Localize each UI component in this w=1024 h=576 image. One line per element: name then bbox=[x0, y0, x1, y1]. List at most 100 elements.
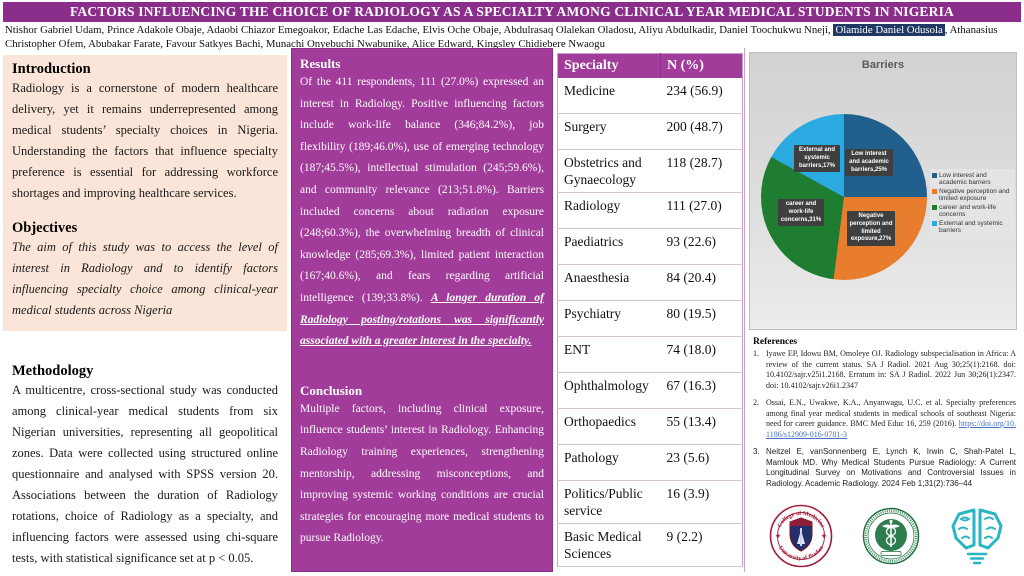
col-header-n-pct: N (%) bbox=[660, 53, 743, 78]
objectives-body: The aim of this study was to access the … bbox=[12, 240, 278, 317]
table-row: Psychiatry 80 (19.5) bbox=[557, 300, 743, 337]
author-list: Ntishor Gabriel Udam, Prince Adakole Oba… bbox=[5, 24, 1019, 51]
reference-text: Iyawe EP, Idowu BM, Omoleye OJ. Radiolog… bbox=[766, 349, 1016, 390]
table-row: Orthopaedics 55 (13.4) bbox=[557, 408, 743, 445]
legend-swatch bbox=[932, 204, 937, 210]
right-column: Barriers Low interest and academic barri… bbox=[744, 48, 1024, 572]
teaching-hospital-seal-icon bbox=[862, 507, 920, 565]
table-row: Basic Medical Sciences 9 (2.2) bbox=[557, 523, 743, 567]
value-cell: 118 (28.7) bbox=[660, 149, 743, 193]
reference-number: 1. bbox=[753, 349, 759, 358]
methodology-body: A multicentre, cross-sectional study was… bbox=[12, 383, 278, 565]
col-header-specialty: Specialty bbox=[557, 53, 661, 78]
value-cell: 23 (5.6) bbox=[660, 444, 743, 481]
pie-data-label: Negative perception and limited exposure… bbox=[847, 211, 895, 247]
barriers-chart: Barriers Low interest and academic barri… bbox=[749, 52, 1017, 330]
table-row: Obstetrics and Gynaecology 118 (28.7) bbox=[557, 149, 743, 193]
doi-link[interactable]: https://doi.org/10.1186/s12909-016-0781-… bbox=[766, 419, 1016, 439]
specialty-cell: Obstetrics and Gynaecology bbox=[557, 149, 661, 193]
table-row: Anaesthesia 84 (20.4) bbox=[557, 264, 743, 301]
svg-text:✚: ✚ bbox=[776, 533, 781, 540]
objectives-heading: Objectives bbox=[12, 220, 78, 236]
value-cell: 67 (16.3) bbox=[660, 372, 743, 409]
specialty-cell: Medicine bbox=[557, 77, 661, 114]
pie-data-label: Low interest and academic barriers,25% bbox=[845, 149, 893, 177]
left-column: Introduction Radiology is a cornerstone … bbox=[3, 55, 287, 569]
college-of-medicine-ibadan-seal-icon: College of Medicine University of Ibadan… bbox=[769, 504, 833, 568]
specialty-cell: Pathology bbox=[557, 444, 661, 481]
highlighted-author: Olamide Daniel Odusola bbox=[833, 24, 945, 36]
chart-legend: Low interest and academic barriers Negat… bbox=[930, 169, 1015, 239]
value-cell: 84 (20.4) bbox=[660, 264, 743, 301]
svg-text:✚: ✚ bbox=[822, 533, 827, 540]
table-row: Paediatrics 93 (22.6) bbox=[557, 228, 743, 265]
poster-title: FACTORS INFLUENCING THE CHOICE OF RADIOL… bbox=[3, 2, 1021, 22]
specialty-cell: Ophthalmology bbox=[557, 372, 661, 409]
authors-before: Ntishor Gabriel Udam, Prince Adakole Oba… bbox=[5, 24, 834, 36]
barriers-pie bbox=[761, 114, 927, 280]
legend-label: Negative perception and limited exposure bbox=[939, 187, 1010, 203]
methodology-heading: Methodology bbox=[12, 363, 94, 379]
reference-text: Ossai, E.N., Uwakwe, K.A., Anyanwagu, U.… bbox=[766, 398, 1016, 440]
value-cell: 200 (48.7) bbox=[660, 113, 743, 150]
authors-after: , Athanasius Christopher Ofem, Abubakar … bbox=[5, 24, 998, 50]
value-cell: 234 (56.9) bbox=[660, 77, 743, 114]
reference-item: 3. Neitzel E, vanSonnenberg E, Lynch K, … bbox=[753, 447, 1016, 489]
value-cell: 16 (3.9) bbox=[660, 480, 743, 524]
value-cell: 93 (22.6) bbox=[660, 228, 743, 265]
reference-text: Neitzel E, vanSonnenberg E, Lynch K, Irw… bbox=[766, 447, 1016, 488]
results-panel: Results Of the 411 respondents, 111 (27.… bbox=[291, 48, 553, 572]
references: References 1. Iyawe EP, Idowu BM, Omoley… bbox=[753, 337, 1016, 489]
reference-number: 3. bbox=[753, 447, 760, 456]
legend-swatch bbox=[932, 173, 937, 178]
results-text: Of the 411 respondents, 111 (27.0%) expr… bbox=[300, 76, 544, 304]
reference-citation: Ossai, E.N., Uwakwe, K.A., Anyanwagu, U.… bbox=[766, 398, 1016, 428]
table-row: Ophthalmology 67 (16.3) bbox=[557, 372, 743, 409]
brain-circuit-logo-icon bbox=[951, 508, 1003, 565]
pie-data-label: career and work-life concerns,31% bbox=[778, 199, 824, 227]
introduction-box: Introduction Radiology is a cornerstone … bbox=[3, 55, 287, 331]
legend-swatch bbox=[932, 188, 937, 194]
results-key-finding: A longer duration of Radiology posting/r… bbox=[300, 291, 544, 348]
table-row: Pathology 23 (5.6) bbox=[557, 444, 743, 481]
specialty-table: Specialty N (%) Medicine 234 (56.9) Surg… bbox=[557, 53, 743, 567]
reference-item: 2. Ossai, E.N., Uwakwe, K.A., Anyanwagu,… bbox=[753, 398, 1016, 440]
results-body: Of the 411 respondents, 111 (27.0%) expr… bbox=[300, 72, 544, 353]
legend-swatch bbox=[932, 220, 937, 226]
value-cell: 9 (2.2) bbox=[660, 523, 743, 567]
specialty-cell: ENT bbox=[557, 336, 661, 373]
specialty-cell: Psychiatry bbox=[557, 300, 661, 337]
table-row: ENT 74 (18.0) bbox=[557, 336, 743, 373]
legend-label: career and work-life concerns bbox=[939, 203, 997, 219]
table-row: Medicine 234 (56.9) bbox=[557, 77, 743, 114]
table-header-row: Specialty N (%) bbox=[557, 53, 743, 78]
legend-item: Negative perception and limited exposure bbox=[932, 188, 1013, 203]
reference-number: 2. bbox=[753, 398, 759, 407]
table-row: Politics/Public service 16 (3.9) bbox=[557, 480, 743, 524]
specialty-cell: Basic Medical Sciences bbox=[557, 523, 661, 567]
legend-item: External and systemic barriers bbox=[932, 220, 1013, 235]
specialty-cell: Surgery bbox=[557, 113, 661, 150]
legend-item: career and work-life concerns bbox=[932, 204, 1013, 219]
specialty-cell: Anaesthesia bbox=[557, 264, 661, 301]
references-heading: References bbox=[753, 337, 798, 347]
value-cell: 80 (19.5) bbox=[660, 300, 743, 337]
reference-item: 1. Iyawe EP, Idowu BM, Omoleye OJ. Radio… bbox=[753, 349, 1016, 391]
chart-title: Barriers bbox=[861, 59, 905, 71]
introduction-body: Radiology is a cornerstone of modern hea… bbox=[12, 81, 278, 200]
legend-label: External and systemic barriers bbox=[939, 219, 1003, 235]
conclusion-heading: Conclusion bbox=[300, 382, 363, 398]
methodology-section: Methodology A multicentre, cross-section… bbox=[3, 363, 287, 569]
value-cell: 111 (27.0) bbox=[660, 192, 743, 229]
pie-data-label: External and systemic barriers,17% bbox=[794, 145, 840, 173]
specialty-cell: Orthopaedics bbox=[557, 408, 661, 445]
legend-item: Low interest and academic barriers bbox=[932, 172, 1013, 187]
value-cell: 74 (18.0) bbox=[660, 336, 743, 373]
legend-label: Low interest and academic barriers bbox=[939, 172, 991, 187]
conclusion-body: Multiple factors, including clinical exp… bbox=[300, 402, 544, 545]
results-heading: Results bbox=[300, 56, 341, 71]
institution-logos: College of Medicine University of Ibadan… bbox=[769, 504, 1005, 568]
value-cell: 55 (13.4) bbox=[660, 408, 743, 445]
table-row: Surgery 200 (48.7) bbox=[557, 113, 743, 150]
